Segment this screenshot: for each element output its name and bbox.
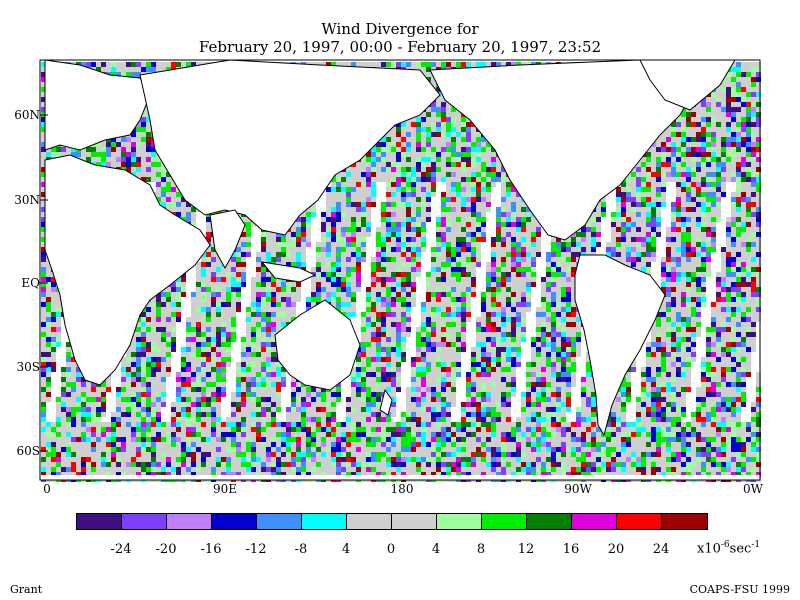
color-scale-tick-label: -20: [155, 542, 177, 557]
lon-label-90e: 90E: [212, 482, 238, 496]
africa-land: [44, 154, 211, 386]
author-credit: Grant: [10, 583, 43, 596]
color-scale-segment: [122, 514, 167, 529]
color-scale-segment: [302, 514, 347, 529]
indonesia-land: [260, 261, 317, 283]
landmasses: [40, 59, 760, 480]
color-scale-segment: [437, 514, 482, 529]
color-scale-tick-label: 4: [341, 542, 351, 557]
lat-label-30s: 30S: [16, 360, 41, 374]
color-scale-tick-label: -8: [294, 542, 308, 557]
color-scale-bar: [76, 513, 708, 530]
color-scale-segment: [257, 514, 302, 529]
color-scale-tick-label: -12: [245, 542, 267, 557]
lat-label-60s: 60S: [16, 444, 41, 458]
color-scale-segment: [527, 514, 572, 529]
color-scale-tick-label: -16: [200, 542, 222, 557]
lat-label-eq: EQ: [21, 276, 40, 290]
color-scale-tick-label: 24: [652, 542, 670, 557]
color-scale-tick-label: 16: [562, 542, 580, 557]
india-land: [209, 209, 246, 270]
australia-land: [274, 299, 361, 391]
color-scale-tick-label: 4: [431, 542, 441, 557]
map-date-range: February 20, 1997, 00:00 - February 20, …: [198, 38, 602, 56]
color-scale-segment: [572, 514, 617, 529]
color-scale-tick-label: 8: [476, 542, 486, 557]
color-scale-segment: [482, 514, 527, 529]
color-scale-tick-label: 12: [517, 542, 535, 557]
color-scale-segment: [392, 514, 437, 529]
map-frame: [39, 59, 761, 481]
color-scale-segment: [617, 514, 662, 529]
lon-label-90w: 90W: [564, 482, 592, 496]
color-scale-units: x10-6sec-1: [697, 540, 761, 557]
color-scale-segment: [212, 514, 257, 529]
color-scale-segment: [347, 514, 392, 529]
lat-label-30n: 30N: [14, 193, 40, 207]
color-scale-segment: [77, 514, 122, 529]
map-title: Wind Divergence for: [321, 20, 479, 38]
color-scale-segment: [167, 514, 212, 529]
organization-credit: COAPS-FSU 1999: [689, 583, 790, 596]
new-zealand-land: [379, 388, 393, 416]
lon-label-0: 0: [43, 482, 51, 496]
europe-land: [44, 59, 151, 151]
color-scale-tick-label: -24: [110, 542, 132, 557]
lon-label-180: 180: [390, 482, 414, 496]
antarctica-land: [40, 475, 760, 480]
south-america-land: [574, 254, 666, 437]
color-scale-tick-label: 20: [607, 542, 625, 557]
lat-label-60n: 60N: [14, 108, 40, 122]
lon-label-0w: 0W: [743, 482, 763, 496]
color-scale-tick-label: 0: [386, 542, 396, 557]
asia-land: [139, 59, 441, 236]
color-scale-segment: [662, 514, 707, 529]
latitude-ticks: [40, 114, 48, 452]
